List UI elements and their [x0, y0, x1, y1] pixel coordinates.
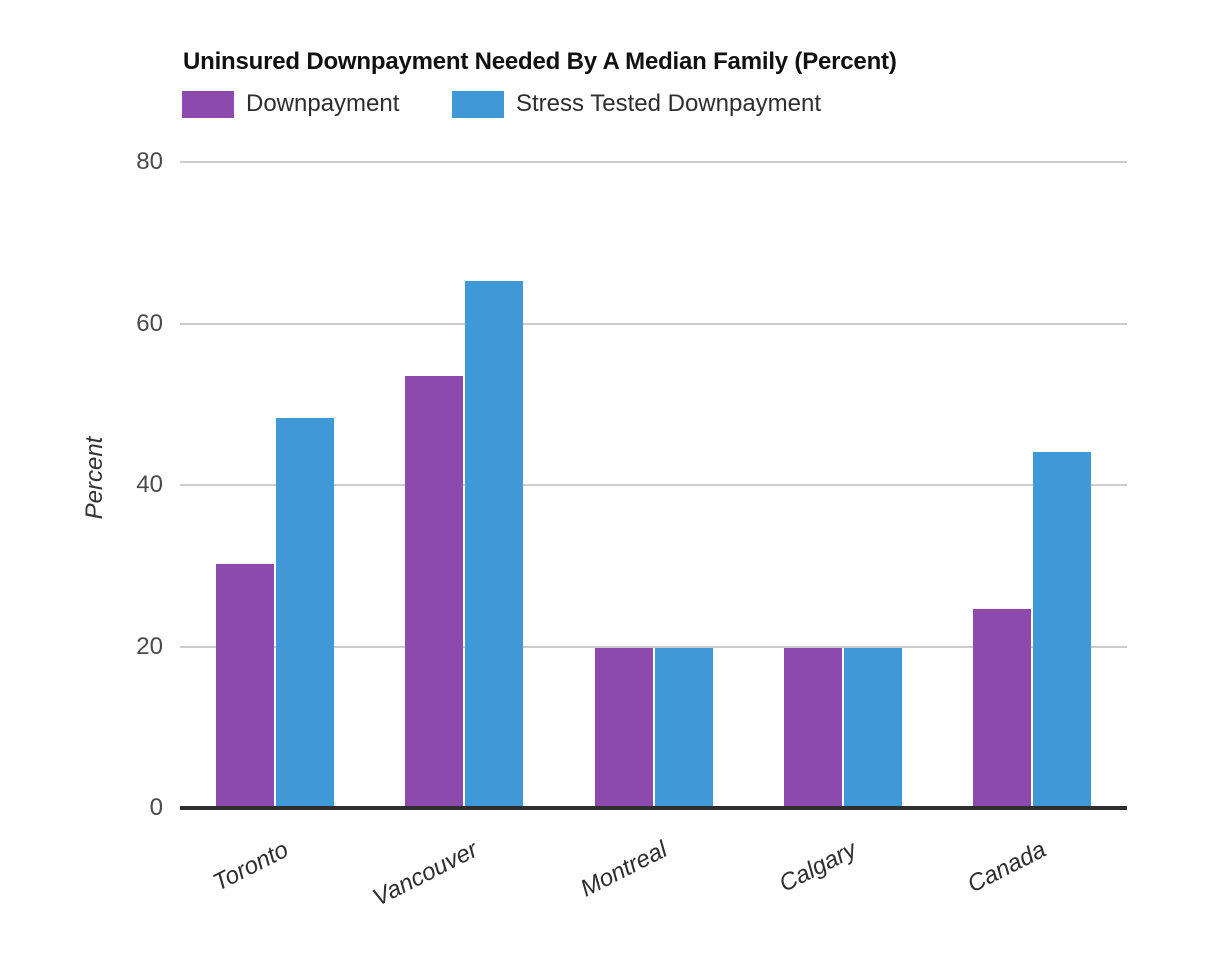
bar-stress-tested-downpayment-toronto: [275, 417, 334, 808]
bar-downpayment-calgary: [783, 648, 842, 808]
x-category-label-vancouver: Vancouver: [368, 836, 483, 912]
x-category-label-montreal: Montreal: [576, 836, 672, 903]
chart-title: Uninsured Downpayment Needed By A Median…: [183, 48, 897, 75]
legend-item-stress-tested-downpayment[interactable]: Stress Tested Downpayment: [452, 90, 821, 118]
x-axis-line: [180, 806, 1127, 810]
bar-downpayment-toronto: [215, 564, 274, 808]
y-tick-label-80: 80: [136, 148, 163, 175]
bar-stress-tested-downpayment-montreal: [654, 648, 713, 808]
plot-area: [180, 161, 1127, 810]
legend-label-stress-tested-downpayment: Stress Tested Downpayment: [516, 90, 822, 117]
bar-stress-tested-downpayment-canada: [1033, 451, 1092, 808]
legend-label-downpayment: Downpayment: [246, 90, 400, 117]
bar-stress-tested-downpayment-vancouver: [465, 280, 524, 808]
y-tick-label-0: 0: [149, 794, 163, 821]
gridline-80: [180, 161, 1127, 163]
x-category-label-toronto: Toronto: [208, 836, 293, 897]
gridline-60: [180, 322, 1127, 325]
x-category-label-canada: Canada: [963, 836, 1051, 899]
y-tick-label-60: 60: [136, 309, 163, 337]
y-tick-label-40: 40: [136, 471, 163, 498]
legend-swatch-downpayment: [182, 90, 234, 118]
legend-swatch-stress-tested-downpayment: [452, 90, 504, 118]
y-tick-label-20: 20: [136, 632, 163, 660]
legend-item-downpayment[interactable]: Downpayment: [182, 90, 399, 118]
bar-downpayment-montreal: [594, 648, 653, 808]
gridline-40: [180, 484, 1127, 486]
bar-downpayment-canada: [973, 608, 1032, 808]
gridline-20: [180, 645, 1127, 648]
x-category-label-calgary: Calgary: [775, 836, 862, 898]
bar-downpayment-vancouver: [405, 376, 464, 808]
bar-stress-tested-downpayment-calgary: [843, 648, 902, 808]
